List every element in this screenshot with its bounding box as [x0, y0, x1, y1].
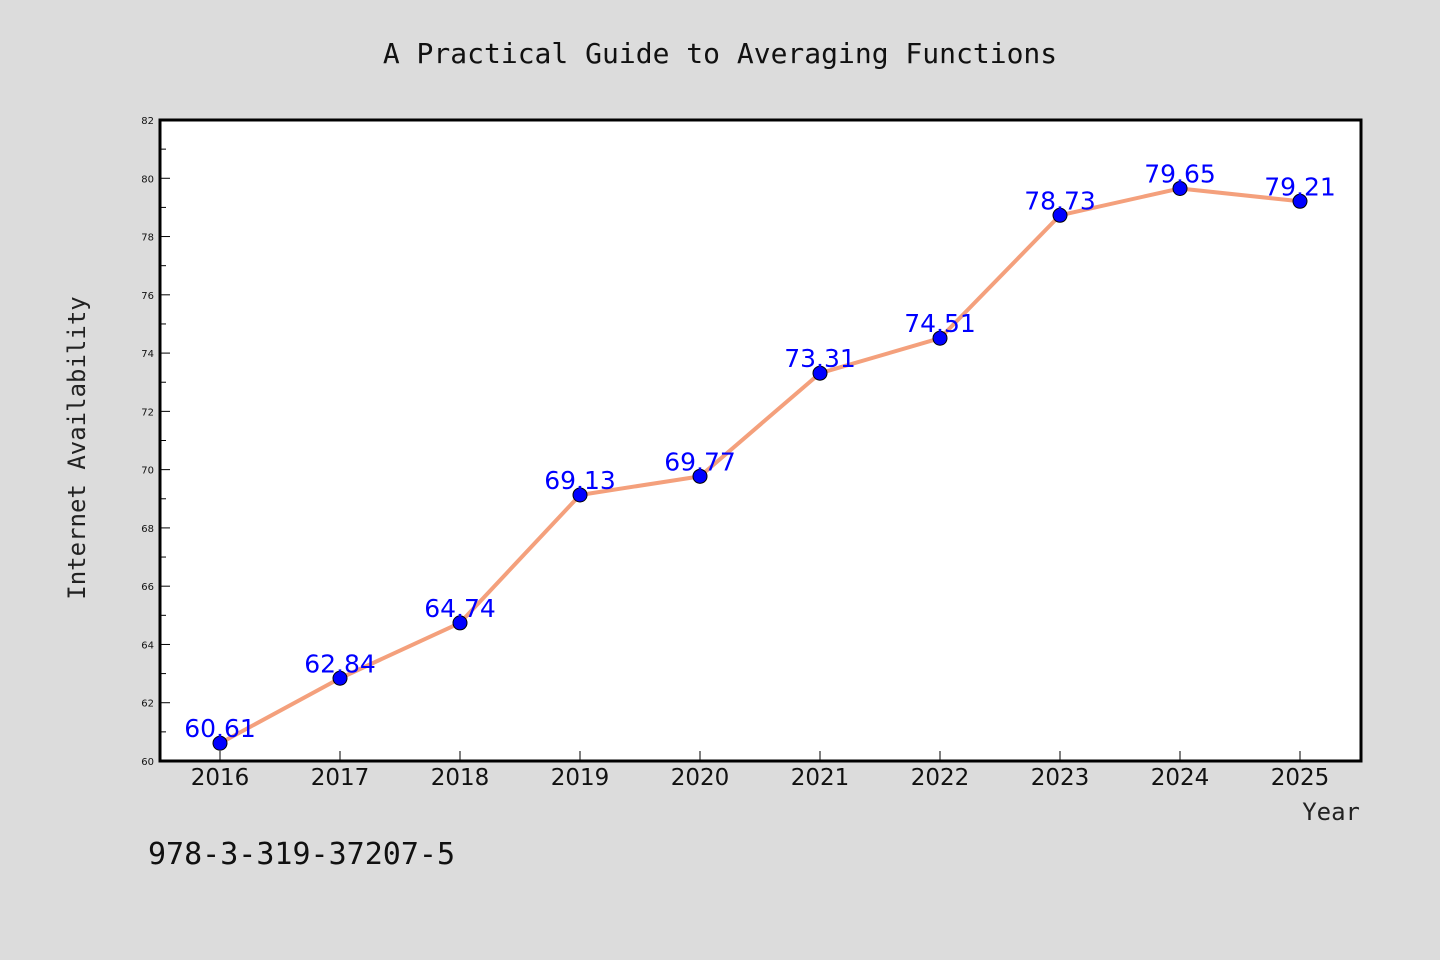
- x-tick-label: 2025: [1271, 765, 1330, 791]
- plot-area: [160, 120, 1361, 761]
- x-tick-label: 2020: [671, 765, 730, 791]
- y-tick-label: 70: [141, 466, 154, 477]
- x-tick-label: 2019: [551, 765, 610, 791]
- data-label: 73.31: [784, 344, 856, 373]
- data-point: [212, 735, 228, 751]
- isbn-code: 978-3-319-37207-5: [148, 837, 455, 872]
- x-tick-label: 2018: [431, 765, 490, 791]
- y-axis-label: Internet Availability: [63, 296, 91, 599]
- x-tick-label: 2017: [311, 765, 370, 791]
- x-tick-label: 2021: [791, 765, 850, 791]
- y-tick-label: 82: [141, 116, 154, 127]
- y-tick-label: 80: [141, 174, 154, 185]
- y-tick-label: 66: [141, 582, 154, 593]
- x-tick-label: 2016: [191, 765, 250, 791]
- data-label: 69.77: [664, 447, 736, 476]
- data-label: 79.65: [1144, 159, 1216, 188]
- chart-title: A Practical Guide to Averaging Functions: [383, 37, 1057, 70]
- y-tick-label: 78: [141, 233, 154, 244]
- data-label: 74.51: [904, 309, 976, 338]
- data-point: [332, 670, 348, 686]
- data-point: [692, 468, 708, 484]
- data-labels-group: 60.61 62.84 64.74 69.13 69.77 73.31 74.51 78.73…: [184, 159, 1336, 743]
- data-label: 62.84: [304, 649, 376, 678]
- data-point: [1172, 180, 1188, 196]
- y-tick-label: 62: [141, 699, 154, 710]
- data-label: 69.13: [544, 466, 616, 495]
- series-group: [212, 180, 1308, 751]
- x-axis-label: Year: [1302, 798, 1360, 826]
- y-tick-label: 60: [141, 757, 154, 768]
- data-label: 64.74: [424, 594, 496, 623]
- x-tick-label: 2024: [1151, 765, 1210, 791]
- data-label: 79.21: [1264, 172, 1336, 201]
- data-point: [1292, 193, 1308, 209]
- y-tick-label: 72: [141, 407, 154, 418]
- y-tick-label: 76: [141, 291, 154, 302]
- plot-frame: [158, 118, 1363, 763]
- series-line: [218, 186, 1302, 746]
- y-tick-label: 64: [141, 640, 154, 651]
- data-label: 60.61: [184, 714, 256, 743]
- x-axis-ticks: 2016 2017 2018 2019 2020 2021 2022 2023 2024 2025: [191, 751, 1330, 791]
- y-axis-ticks: 60 62 64 66 68 70 72 74 76 78 80 82: [141, 116, 170, 768]
- x-tick-label: 2022: [911, 765, 970, 791]
- data-point: [452, 615, 468, 631]
- data-point: [1052, 207, 1068, 223]
- y-tick-label: 68: [141, 524, 154, 535]
- data-point: [812, 365, 828, 381]
- y-tick-label: 74: [141, 349, 154, 360]
- data-label: 78.73: [1024, 186, 1096, 215]
- x-tick-label: 2023: [1031, 765, 1090, 791]
- data-point: [932, 330, 948, 346]
- data-point: [572, 487, 588, 503]
